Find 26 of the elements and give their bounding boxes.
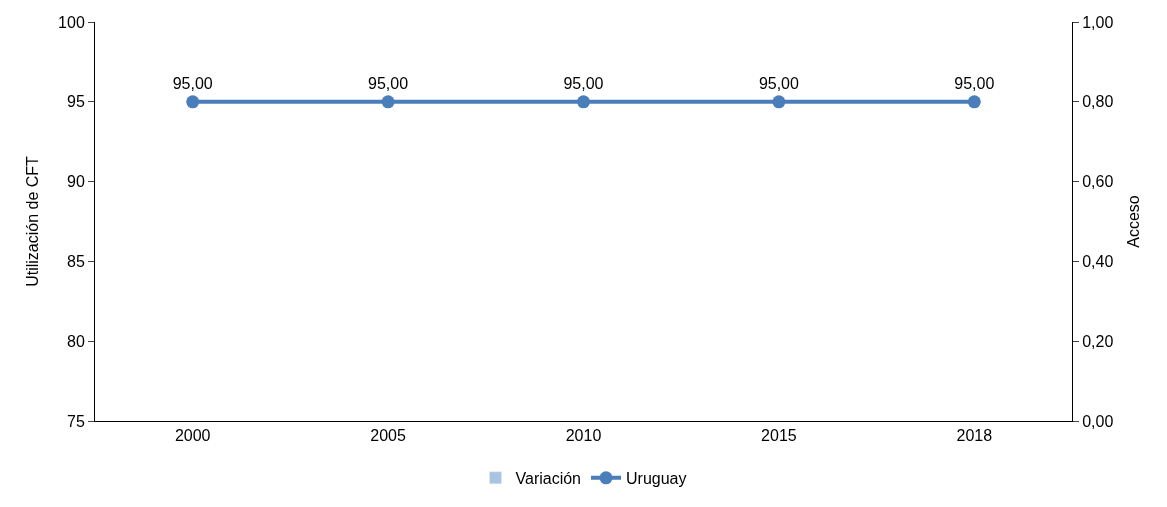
x-tick-label: 2010 bbox=[565, 427, 602, 445]
y-tick-label: 90 bbox=[67, 173, 85, 191]
data-label: 95,00 bbox=[172, 74, 213, 92]
legend-label: Variación bbox=[515, 470, 582, 488]
data-label: 95,00 bbox=[563, 74, 604, 92]
x-tick-label: 2015 bbox=[761, 427, 797, 445]
y2-tick-label: 0,40 bbox=[1082, 253, 1114, 270]
y2-tick-label: 0,60 bbox=[1082, 173, 1114, 191]
legend-label: Uruguay bbox=[626, 470, 687, 488]
y2-axis-title: Acceso bbox=[1125, 195, 1143, 248]
x-tick-label: 2000 bbox=[174, 427, 211, 445]
y2-tick-label: 0,00 bbox=[1082, 412, 1114, 430]
y-axis-title: Utilización de CFT bbox=[24, 155, 41, 287]
y-tick-label: 80 bbox=[67, 332, 85, 350]
y-tick-label: 95 bbox=[67, 93, 85, 111]
y2-tick-label: 0,80 bbox=[1082, 93, 1114, 111]
y-tick-label: 100 bbox=[58, 13, 85, 31]
data-label: 95,00 bbox=[368, 74, 409, 92]
x-tick-label: 2005 bbox=[370, 427, 406, 445]
y2-tick-label: 1,00 bbox=[1082, 13, 1114, 31]
y-tick-label: 85 bbox=[67, 253, 85, 270]
data-label: 95,00 bbox=[954, 74, 995, 92]
data-label: 95,00 bbox=[758, 74, 800, 92]
y2-tick-label: 0,20 bbox=[1082, 332, 1114, 350]
x-tick-label: 2018 bbox=[956, 427, 993, 445]
y-tick-label: 75 bbox=[67, 412, 85, 430]
